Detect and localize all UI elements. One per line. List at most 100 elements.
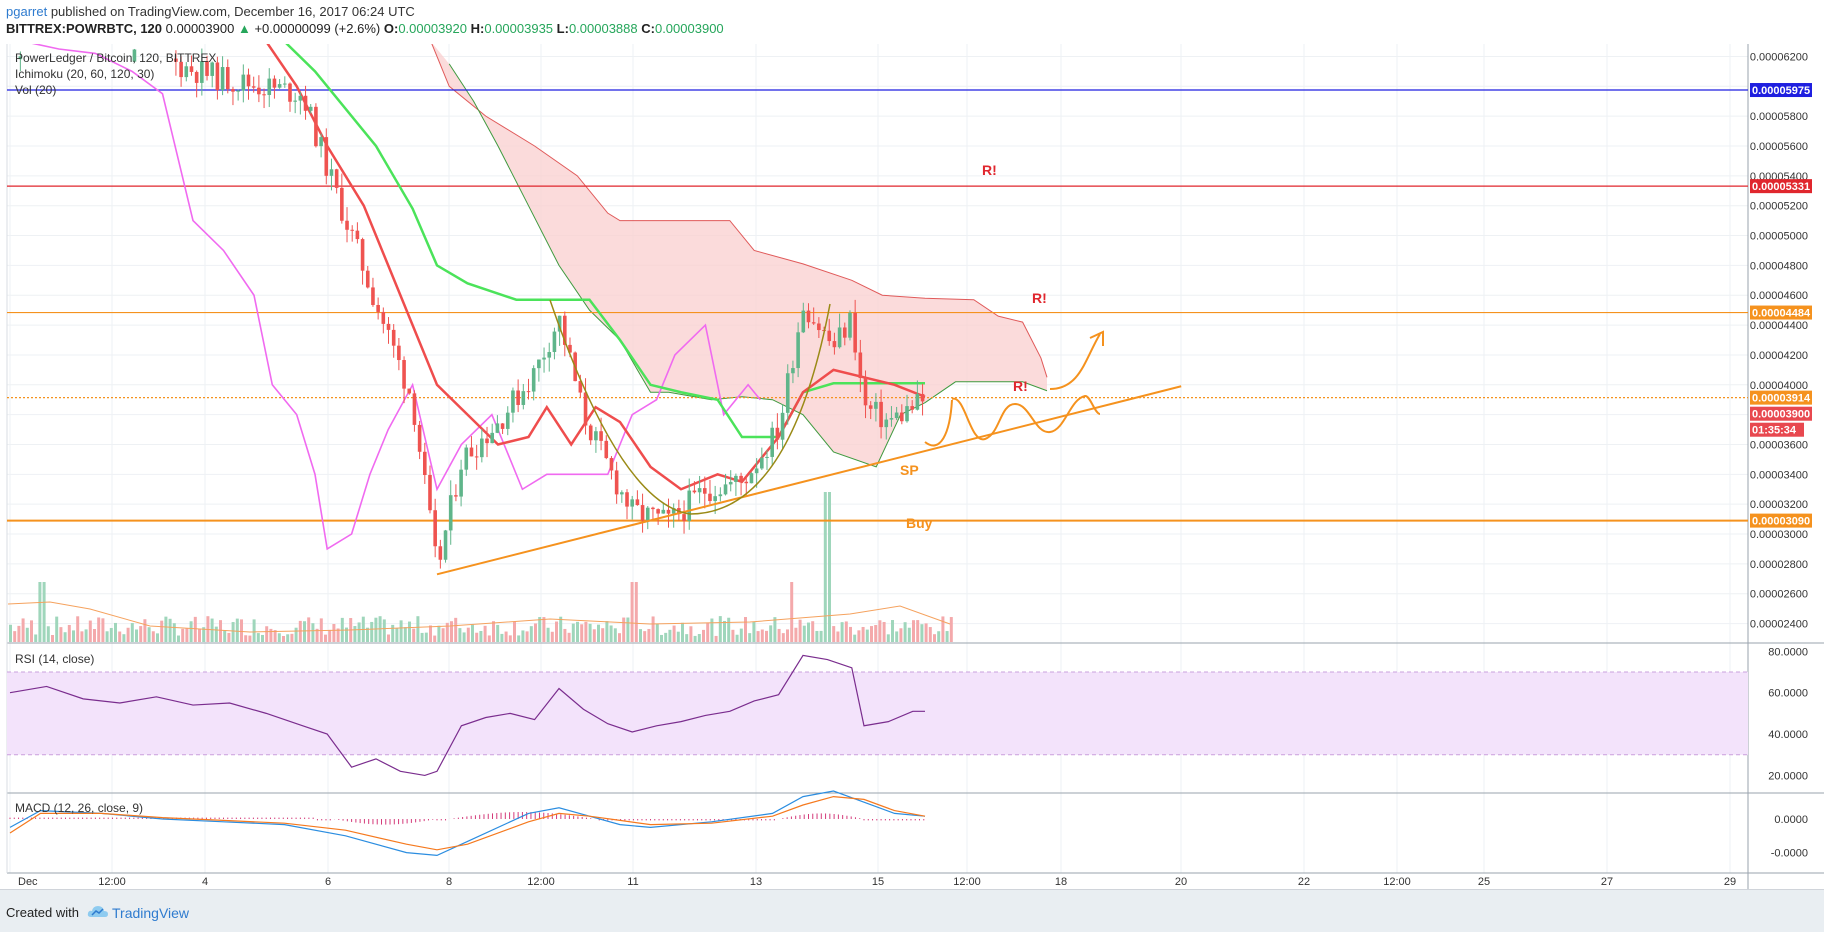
volume-bar <box>777 628 781 642</box>
candle-body <box>407 388 412 394</box>
volume-bar <box>210 618 214 642</box>
price-tag[interactable] <box>1750 179 1812 194</box>
legend-rsi: RSI (14, close) <box>15 652 94 666</box>
candle-body <box>739 475 743 482</box>
volume-bar <box>399 620 403 642</box>
candle-body <box>360 239 365 271</box>
volume-bar <box>185 628 189 642</box>
volume-bar <box>933 634 936 642</box>
projected-wave[interactable] <box>951 395 1101 441</box>
projected-dip[interactable] <box>924 399 953 447</box>
volume-bar <box>227 632 231 642</box>
volume-bar <box>370 621 374 642</box>
volume-bar <box>899 628 903 642</box>
ascending-trendline[interactable] <box>436 385 1182 576</box>
volume-bar <box>563 628 567 642</box>
volume-bar <box>143 619 147 642</box>
time-tick-label: 6 <box>325 876 331 888</box>
volume-bar <box>88 620 92 642</box>
senkou-a-line <box>431 44 1048 378</box>
volume-bar <box>668 629 672 642</box>
volume-bar <box>861 626 865 642</box>
time-tick-label: 18 <box>1055 876 1067 888</box>
volume-bar <box>357 622 361 642</box>
volume-bar <box>580 624 584 642</box>
price-tag-label: 0.00004484 <box>1752 308 1811 320</box>
price-tag[interactable] <box>1750 422 1804 437</box>
price-tag[interactable] <box>1750 406 1812 421</box>
candle-body <box>630 499 634 507</box>
volume-bar <box>718 616 722 642</box>
candle-body <box>397 345 401 361</box>
macd-pane: 0.0000 -0.0000 <box>9 790 1808 860</box>
price-tag[interactable] <box>1750 83 1812 98</box>
tradingview-link[interactable]: TradingView <box>112 905 190 921</box>
drawings[interactable] <box>436 299 1182 576</box>
volume-bar <box>9 624 12 642</box>
volume-bar <box>874 625 878 642</box>
volume-bar <box>265 626 269 642</box>
candle-body <box>417 424 422 452</box>
candle-body <box>900 412 904 422</box>
author-link[interactable]: pgarret <box>6 4 48 19</box>
candle-body <box>371 287 375 305</box>
volume-bar <box>555 621 558 642</box>
volume-bar <box>819 630 823 642</box>
volume-bar <box>538 617 542 642</box>
legend-title: PowerLedger / Bitcoin, 120, BITTREX <box>15 51 216 65</box>
time-tick-label: 12:00 <box>1383 876 1411 888</box>
candle-body <box>661 509 666 514</box>
candle-body <box>303 95 308 111</box>
candle-body <box>345 220 349 230</box>
volume-bar <box>441 628 445 642</box>
volume-bar <box>685 634 689 642</box>
volume-bar <box>25 627 29 642</box>
candle-body <box>858 352 863 379</box>
price-tag[interactable] <box>1750 513 1812 528</box>
volume-bar <box>756 631 760 642</box>
price-tag[interactable] <box>1750 305 1812 320</box>
candle-body <box>251 86 256 88</box>
candle-body <box>277 84 282 88</box>
cup-arc[interactable] <box>549 299 831 515</box>
resistance-label-1: R! <box>982 162 997 178</box>
price-tag[interactable] <box>1750 390 1812 405</box>
candle-body <box>132 49 137 62</box>
candle-body <box>220 67 225 91</box>
candle-body <box>480 438 484 458</box>
horizontal-levels[interactable] <box>7 89 1748 522</box>
candle-body <box>692 490 697 493</box>
volume-bar <box>702 629 705 642</box>
volume-bar <box>500 633 504 642</box>
volume-bar <box>903 622 907 642</box>
volume-bar <box>639 629 642 642</box>
volume-bar <box>937 631 941 642</box>
candle-body <box>562 315 567 345</box>
price-tick-label: 0.00005600 <box>1750 141 1808 153</box>
volume-bar <box>80 631 84 642</box>
price-tick-label: 0.00002400 <box>1750 619 1808 631</box>
volume-bar <box>706 622 710 642</box>
volume-bar <box>63 632 67 642</box>
candle-body <box>827 330 832 342</box>
volume-bar <box>114 622 117 642</box>
volume-bar <box>471 624 474 642</box>
candle-body <box>521 391 526 405</box>
candle-body <box>485 438 489 444</box>
candle-body <box>785 373 790 413</box>
candle-body <box>853 312 857 353</box>
projected-rise[interactable] <box>1049 333 1101 390</box>
created-with-text: Created with <box>6 905 79 920</box>
candle-body <box>288 83 292 102</box>
price-chart[interactable]: 80.0000 60.0000 40.0000 20.0000 0.0000 -0.00… <box>0 44 1824 889</box>
volume-bar <box>508 635 512 642</box>
candle-body <box>874 401 878 409</box>
volume-bar <box>794 627 798 642</box>
volume-bar <box>311 623 315 642</box>
volume-bar <box>912 620 915 642</box>
volume-bar <box>214 626 218 642</box>
volume-bar <box>605 621 609 642</box>
candle-body <box>236 90 240 92</box>
volume-bar <box>290 633 294 642</box>
volume-bar <box>781 633 785 642</box>
